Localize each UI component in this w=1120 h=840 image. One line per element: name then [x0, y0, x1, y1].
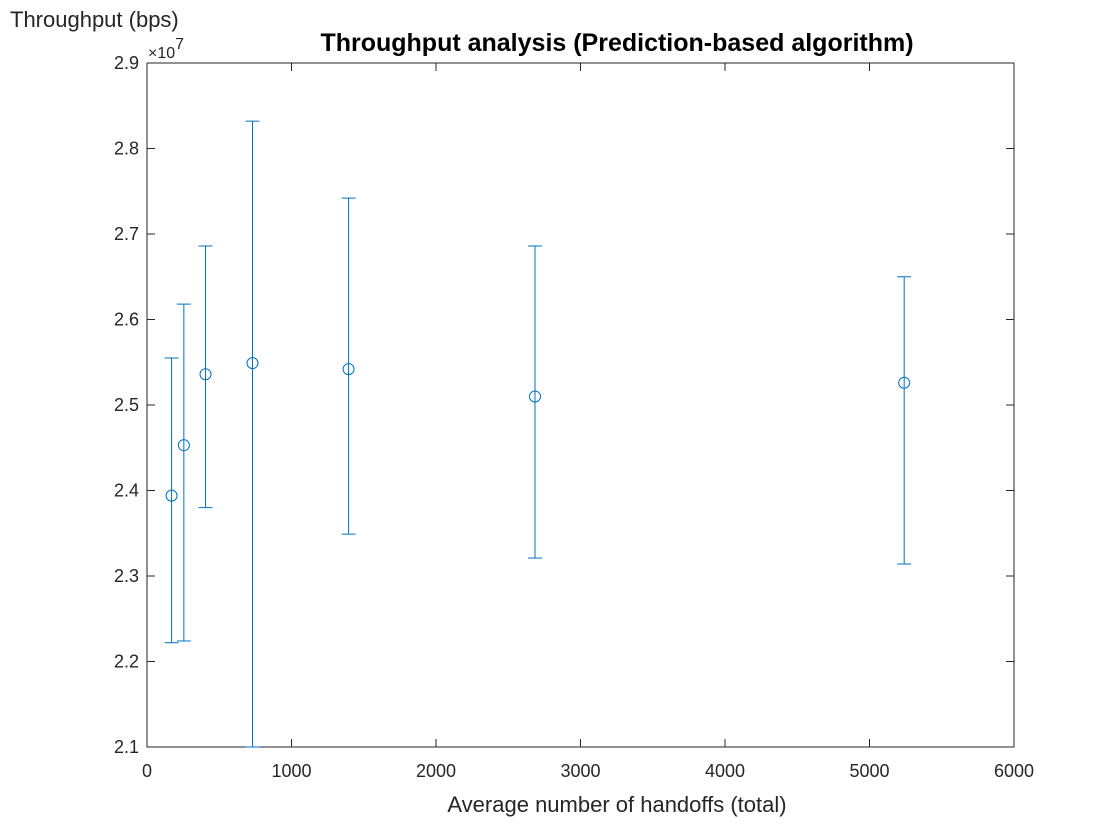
y-tick-label: 2.5	[114, 395, 139, 415]
x-axis-ticks: 0 1000 2000 3000 4000 5000 6000	[142, 63, 1034, 781]
series-layer	[164, 120, 912, 748]
data-point	[246, 357, 259, 370]
y-axis-label: Throughput (bps)	[10, 7, 179, 32]
data-point	[199, 368, 212, 381]
y-tick-label: 2.7	[114, 224, 139, 244]
y-axis-exponent: ×107	[148, 36, 184, 62]
y-tick-label: 2.2	[114, 652, 139, 672]
y-axis-exponent-power: 7	[175, 36, 184, 53]
y-axis-ticks: 2.1 2.2 2.3 2.4 2.5 2.6 2.7 2.8 2.9	[114, 53, 1014, 757]
x-tick-label: 5000	[849, 761, 889, 781]
chart-title: Throughput analysis (Prediction-based al…	[320, 29, 913, 57]
y-tick-label: 2.6	[114, 310, 139, 330]
x-tick-label: 3000	[560, 761, 600, 781]
axes-box	[146, 62, 1015, 748]
y-tick-label: 2.3	[114, 566, 139, 586]
y-tick-label: 2.4	[114, 481, 139, 501]
data-point	[177, 439, 190, 452]
x-tick-label: 0	[142, 761, 152, 781]
data-point	[165, 489, 178, 502]
y-tick-label: 2.9	[114, 53, 139, 73]
plot-area: 0 1000 2000 3000 4000 5000 6000 2.12.22.32.42.…	[114, 53, 1034, 781]
x-tick-label: 2000	[416, 761, 456, 781]
data-point	[342, 363, 355, 376]
x-tick-label: 1000	[271, 761, 311, 781]
data-point	[528, 390, 541, 403]
y-axis-exponent-base: ×10	[148, 45, 175, 62]
y-tick-label: 2.1	[114, 737, 139, 757]
y-tick-label: 2.8	[114, 139, 139, 159]
x-tick-label: 4000	[705, 761, 745, 781]
x-axis-label: Average number of handoffs (total)	[447, 792, 786, 817]
x-tick-label: 6000	[994, 761, 1034, 781]
data-point	[898, 376, 911, 389]
